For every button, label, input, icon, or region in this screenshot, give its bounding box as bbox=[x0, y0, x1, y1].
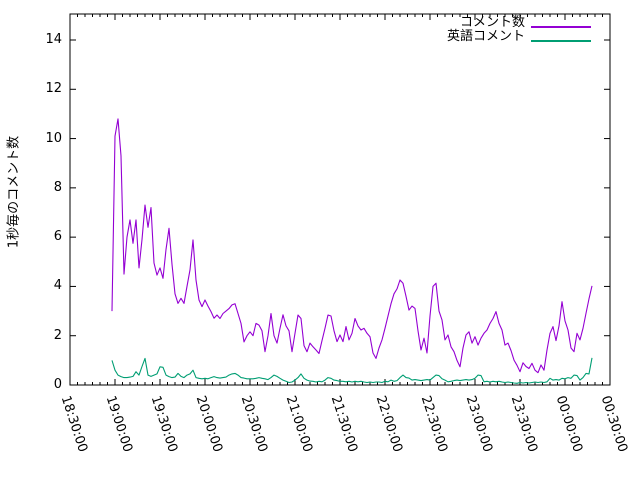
y-tick-label: 0 bbox=[53, 377, 62, 392]
y-tick-label: 10 bbox=[45, 130, 62, 146]
y-tick-label: 8 bbox=[53, 179, 62, 195]
legend-line-sample-comments bbox=[531, 26, 591, 28]
y-tick-label: 14 bbox=[45, 32, 62, 47]
y-tick-label: 2 bbox=[53, 327, 62, 343]
y-tick-label: 4 bbox=[53, 278, 62, 294]
plot-border bbox=[69, 13, 611, 386]
legend-line-sample-english-comments bbox=[531, 40, 591, 42]
y-tick-label: 6 bbox=[53, 229, 62, 245]
legend-label-english-comments: 英語コメント bbox=[446, 29, 525, 44]
legend-label-comments: コメント数 bbox=[459, 15, 525, 30]
comments-series-line bbox=[111, 118, 593, 374]
y-tick-label: 12 bbox=[45, 81, 62, 97]
english-comments-series-line bbox=[111, 357, 593, 384]
